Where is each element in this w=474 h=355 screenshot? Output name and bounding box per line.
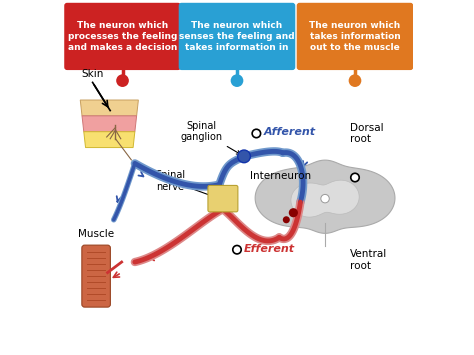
Polygon shape [82, 116, 137, 132]
Text: The neuron which
senses the feeling and
takes information in: The neuron which senses the feeling and … [179, 21, 295, 52]
FancyBboxPatch shape [82, 245, 110, 307]
Circle shape [252, 129, 261, 138]
Text: Ventral
root: Ventral root [350, 250, 387, 271]
Text: Spinal
nerve: Spinal nerve [155, 170, 216, 198]
Circle shape [289, 208, 298, 217]
Circle shape [283, 216, 290, 223]
Circle shape [351, 173, 359, 182]
Text: The neuron which
processes the feeling
and makes a decision: The neuron which processes the feeling a… [68, 21, 177, 52]
Circle shape [321, 195, 329, 203]
FancyBboxPatch shape [208, 185, 238, 212]
FancyBboxPatch shape [179, 3, 295, 70]
Circle shape [349, 74, 361, 87]
Polygon shape [84, 132, 135, 148]
Polygon shape [291, 180, 359, 217]
Text: Dorsal
root: Dorsal root [350, 123, 383, 144]
Polygon shape [255, 160, 395, 233]
Text: The neuron which
takes information
out to the muscle: The neuron which takes information out t… [310, 21, 401, 52]
Circle shape [233, 245, 241, 254]
Circle shape [231, 74, 243, 87]
FancyBboxPatch shape [64, 3, 181, 70]
Circle shape [116, 74, 129, 87]
Text: Skin: Skin [82, 69, 104, 79]
Text: Interneuron: Interneuron [250, 171, 311, 181]
Text: Muscle: Muscle [78, 229, 114, 239]
Text: Spinal
ganglion: Spinal ganglion [181, 121, 241, 154]
Polygon shape [80, 100, 138, 116]
FancyBboxPatch shape [297, 3, 413, 70]
Text: Afferent: Afferent [264, 127, 316, 137]
Circle shape [237, 150, 250, 163]
Text: Efferent: Efferent [243, 244, 294, 254]
